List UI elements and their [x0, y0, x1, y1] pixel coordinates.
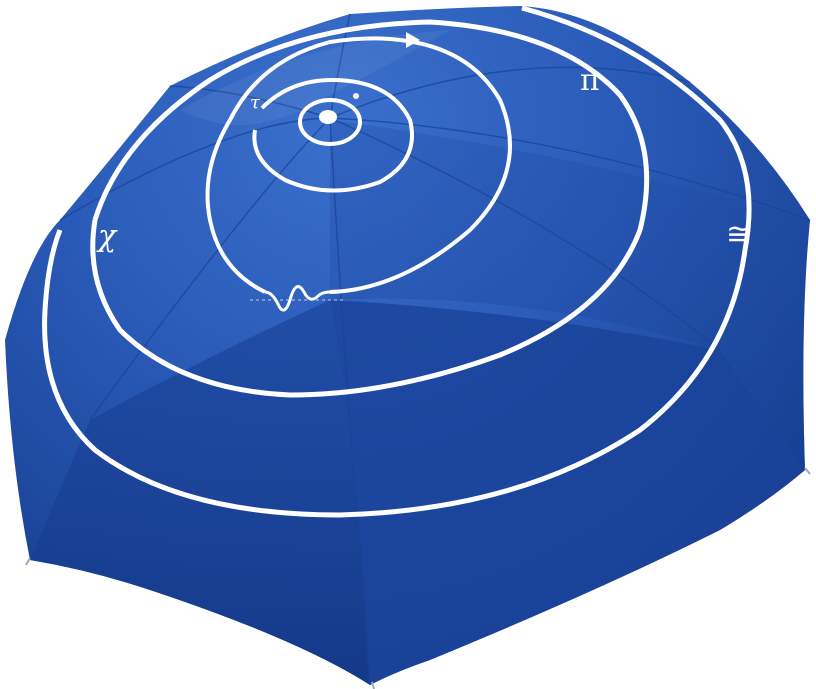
direction-arrow-icon [406, 32, 420, 48]
pi-symbol: π [580, 63, 600, 98]
wave-packet-icon [264, 285, 331, 312]
orbit-ring-3 [329, 38, 512, 294]
orbit-ring-1 [298, 98, 362, 146]
canopy-panel-front-right [330, 300, 805, 685]
orbit-ring-2 [252, 77, 414, 193]
center-dot [319, 110, 337, 124]
approx-equal-symbol: ≅ [726, 217, 751, 252]
orbit-ring-5-lower [42, 229, 748, 518]
canopy-highlight [180, 30, 450, 125]
orbit-ring-5 [521, 5, 752, 251]
tau-symbol: τ [250, 92, 261, 113]
orbit-ring-3-left [205, 36, 401, 294]
orbit-1-marker [353, 93, 359, 99]
orbit-ring-4 [90, 19, 650, 398]
rib-tips [25, 467, 811, 689]
canopy-panel-right [330, 120, 810, 470]
chi-symbol: χ [96, 219, 118, 254]
